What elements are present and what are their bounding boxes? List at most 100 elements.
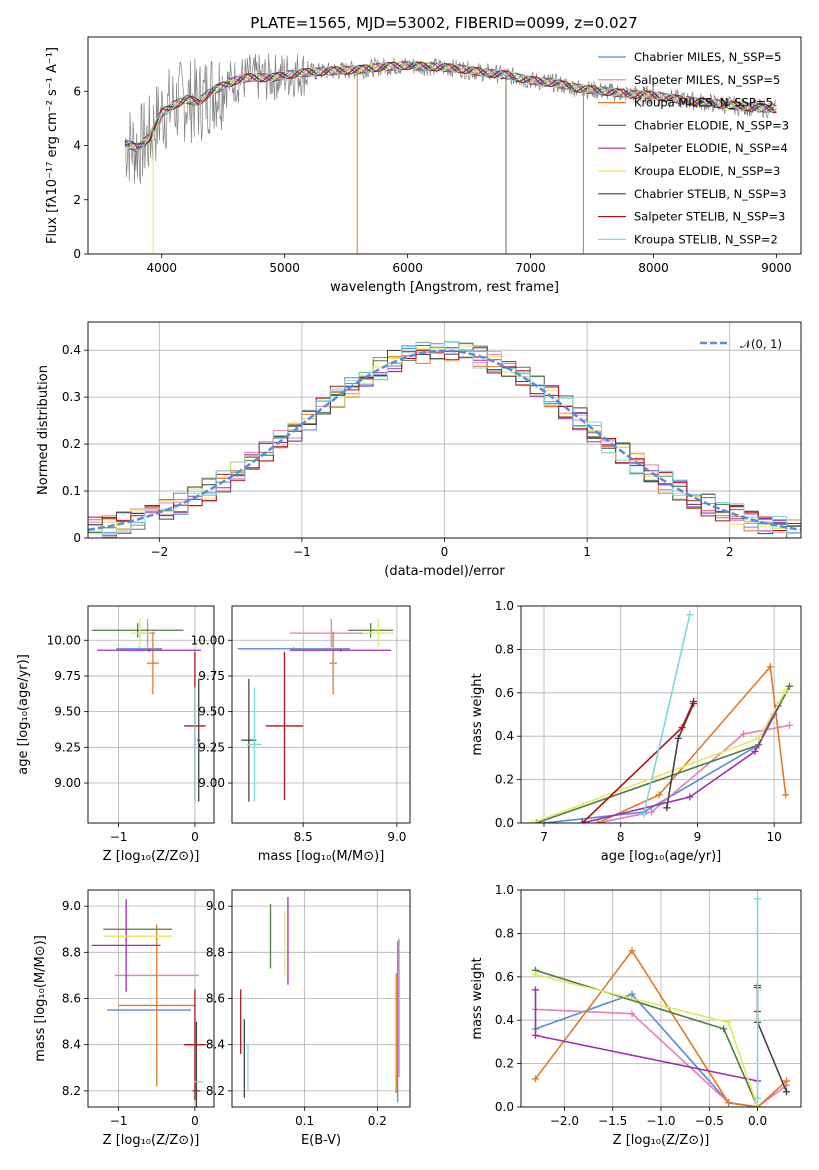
chart-weight_vs_age: 7 8 9 10 0.0 0.2 0.4 0.6 0.8 1.0 age [log₁₀(age/yr…: [470, 599, 802, 864]
y-tick-label: 0.0: [495, 816, 514, 830]
x-tick-label: 1: [583, 545, 591, 559]
x-tick-label: 8000: [638, 261, 669, 275]
weight-marker: [674, 734, 682, 742]
chart-mass_vs_Z: −1 0 8.2 8.4 8.6 8.8 9.0 Z [log₁₀(Z/Z⊙)] mass [l…: [33, 889, 215, 1148]
x-tick-label: −1: [110, 1114, 128, 1128]
x-tick-label: 2: [726, 545, 734, 559]
y-tick-label: 8.2: [206, 1084, 225, 1098]
y-tick-label: 0.4: [495, 729, 514, 743]
axes-frame: [231, 889, 411, 1108]
weight-marker: [628, 947, 636, 955]
chart-mass_vs_EBV: 0.1 0.2 8.2 8.4 8.6 8.8 9.0 E(B-V): [206, 889, 411, 1148]
x-tick-label: −2.0: [550, 1114, 579, 1128]
y-tick-label: 4: [73, 139, 81, 153]
x-tick-label: −1: [110, 830, 128, 844]
weight-line: [756, 987, 788, 1093]
x-tick-label: 0: [191, 1114, 199, 1128]
plot-area: [124, 53, 777, 254]
y-tick-label: 0: [73, 531, 81, 545]
y-tick-label: 1.0: [495, 599, 514, 613]
plot-area: [88, 341, 801, 538]
y-tick-label: 8.6: [206, 992, 225, 1006]
weight-marker: [686, 611, 694, 619]
y-tick-label: 2: [73, 193, 81, 207]
weight-marker: [785, 682, 793, 690]
x-tick-label: −0.5: [695, 1114, 724, 1128]
weight-marker: [754, 1094, 762, 1102]
weight-marker: [678, 724, 686, 732]
legend-label: Chabrier MILES, N_SSP=5: [634, 50, 781, 64]
y-tick-label: 0.2: [495, 773, 514, 787]
y-tick-label: 9.0: [62, 899, 81, 913]
y-tick-label: 0.1: [62, 484, 81, 498]
x-axis-label: wavelength [Angstrom, rest frame]: [330, 280, 559, 295]
x-tick-label: −2: [150, 545, 168, 559]
model-spectrum: [124, 60, 777, 153]
weight-marker: [690, 697, 698, 705]
weight-line: [666, 703, 695, 808]
weight-marker: [578, 819, 586, 823]
axes-frame: [520, 605, 802, 824]
x-axis-label: E(B-V): [301, 1133, 341, 1148]
plot-area: [91, 899, 206, 1107]
grid: [232, 606, 410, 823]
plot-area: [240, 896, 400, 1103]
weight-line: [535, 969, 759, 1107]
y-tick-label: 9.50: [54, 705, 81, 719]
x-tick-label: 7: [540, 830, 548, 844]
weight-marker: [686, 793, 694, 801]
x-tick-label: 5000: [269, 261, 300, 275]
y-tick-label: 6: [73, 84, 81, 98]
x-tick-label: 7000: [515, 261, 546, 275]
weight-marker: [782, 791, 790, 799]
y-axis-label: Normed distribution: [36, 365, 51, 495]
weight-marker: [531, 1031, 539, 1039]
x-tick-label: 9: [694, 830, 702, 844]
x-tick-label: 9.0: [387, 830, 406, 844]
weight-marker: [725, 1018, 733, 1026]
weight-marker: [785, 721, 793, 729]
y-tick-label: 0.8: [495, 926, 514, 940]
y-tick-label: 8.8: [206, 945, 225, 959]
x-axis-label: Z [log₁₀(Z/Z⊙)]: [613, 1133, 710, 1148]
axes-frame: [520, 889, 802, 1108]
weight-marker: [663, 804, 671, 812]
chart-spectrum: 4000 5000 6000 7000 8000 9000 0 2 4 6 wavelength […: [45, 36, 802, 295]
y-tick-label: 8.4: [206, 1038, 225, 1052]
plot-area: [531, 895, 791, 1107]
x-axis-label: Z [log₁₀(Z/Z⊙)]: [103, 1133, 200, 1148]
weight-marker: [782, 687, 790, 695]
y-tick-label: 0.0: [495, 1100, 514, 1114]
y-tick-label: 10.00: [47, 633, 81, 647]
x-tick-label: −1.5: [598, 1114, 627, 1128]
weight-marker: [531, 986, 539, 994]
y-tick-label: 0.3: [62, 390, 81, 404]
y-tick-label: 0: [73, 247, 81, 261]
weight-marker: [640, 810, 648, 818]
weight-line: [642, 614, 691, 815]
y-tick-label: 9.00: [54, 776, 81, 790]
y-tick-label: 9.25: [198, 740, 225, 754]
y-tick-label: 9.75: [54, 669, 81, 683]
histogram-step: [88, 347, 801, 531]
weight-marker: [531, 1075, 539, 1083]
x-tick-label: 8: [617, 830, 625, 844]
weight-marker: [755, 734, 763, 742]
legend-label: Chabrier ELODIE, N_SSP=3: [634, 118, 789, 132]
legend-label: Salpeter MILES, N_SSP=5: [634, 73, 780, 87]
chart-age_vs_mass: 8.5 9.0 9.00 9.25 9.50 9.75 10.00 mass [log₁₀(M…: [191, 605, 411, 864]
grid: [232, 890, 410, 1107]
weight-marker: [783, 1088, 791, 1096]
x-tick-label: 6000: [392, 261, 423, 275]
y-tick-label: 9.75: [198, 669, 225, 683]
chart-age_vs_Z: −1 0 9.00 9.25 9.50 9.75 10.00 Z [log₁₀(Z/Z⊙)] a…: [16, 605, 215, 864]
legend-label: Kroupa ELODIE, N_SSP=3: [634, 164, 780, 178]
x-tick-label: 8.5: [294, 830, 313, 844]
y-tick-label: 0.4: [495, 1013, 514, 1027]
x-tick-label: 0.1: [295, 1114, 314, 1128]
y-axis-label: mass [log₁₀(M/M⊙)]: [33, 935, 48, 1062]
x-tick-label: 10: [767, 830, 782, 844]
y-tick-label: 10.00: [191, 633, 225, 647]
y-tick-label: 0.4: [62, 343, 81, 357]
